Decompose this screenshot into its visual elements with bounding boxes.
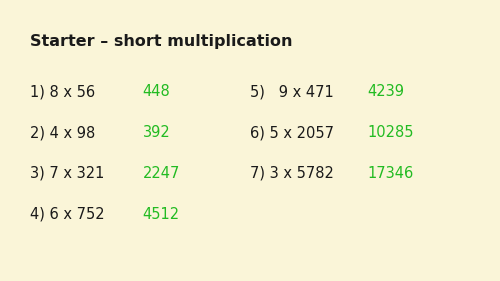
Text: 392: 392 (142, 125, 170, 140)
Text: 4512: 4512 (142, 207, 180, 221)
Text: 1) 8 x 56: 1) 8 x 56 (30, 84, 95, 99)
Text: 4) 6 x 752: 4) 6 x 752 (30, 207, 104, 221)
Text: 7) 3 x 5782: 7) 3 x 5782 (250, 166, 334, 181)
Text: 4239: 4239 (368, 84, 405, 99)
Text: 17346: 17346 (368, 166, 414, 181)
Text: 2) 4 x 98: 2) 4 x 98 (30, 125, 95, 140)
Text: 6) 5 x 2057: 6) 5 x 2057 (250, 125, 334, 140)
Text: 5)   9 x 471: 5) 9 x 471 (250, 84, 334, 99)
Text: 2247: 2247 (142, 166, 180, 181)
Text: 10285: 10285 (368, 125, 414, 140)
Text: 3) 7 x 321: 3) 7 x 321 (30, 166, 104, 181)
Text: 448: 448 (142, 84, 170, 99)
Text: Starter – short multiplication: Starter – short multiplication (30, 34, 292, 49)
